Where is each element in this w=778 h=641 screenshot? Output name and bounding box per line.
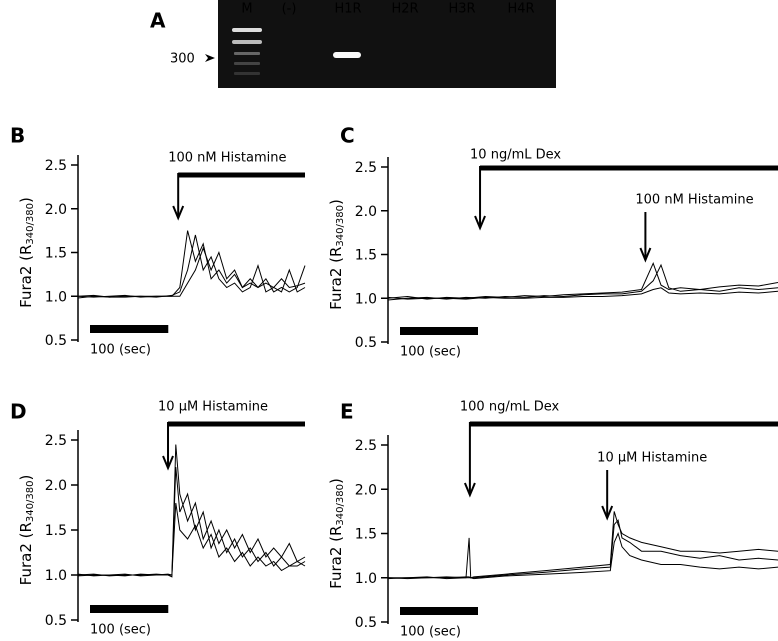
panel-label: B — [10, 124, 25, 148]
stimulus-label: 10 μM Histamine — [158, 400, 268, 415]
stimulus-label: 100 ng/mL Dex — [460, 400, 560, 415]
y-tick-label: 0.5 — [45, 333, 67, 349]
marker-arrow — [205, 54, 215, 62]
gel-bands — [232, 28, 361, 75]
panel-label: D — [10, 400, 27, 424]
y-tick-label: 2.0 — [45, 478, 67, 494]
y-label-main: Fura2 (R — [327, 247, 345, 310]
y-label-sub: 340/380 — [335, 205, 346, 247]
y-tick-label: 2.5 — [355, 160, 377, 176]
trace — [387, 519, 778, 580]
stimulus-label: 10 ng/mL Dex — [470, 148, 561, 163]
trace — [77, 466, 306, 577]
y-tick-label: 1.0 — [355, 571, 377, 587]
arrow-head — [474, 215, 486, 231]
y-tick-label: 1.0 — [45, 568, 67, 584]
y-tick-label: 2.0 — [355, 482, 377, 498]
y-label-end: ) — [17, 197, 35, 203]
lane-label: M — [241, 2, 252, 17]
y-tick-label: 1.5 — [45, 523, 67, 539]
panel-label: C — [340, 124, 355, 148]
y-tick-label: 1.5 — [355, 248, 377, 264]
y-tick-label: 1.5 — [355, 527, 377, 543]
arrow-head — [162, 455, 174, 471]
y-label-end: ) — [327, 199, 345, 205]
trace — [387, 532, 778, 580]
scale-bar — [400, 327, 478, 335]
scale-bar-label: 100 (sec) — [400, 345, 461, 360]
y-tick-label: 2.5 — [355, 438, 377, 454]
y-tick-label: 0.5 — [45, 613, 67, 629]
y-tick-label: 2.5 — [45, 158, 67, 174]
scale-bar-label: 100 (sec) — [90, 623, 151, 638]
stimulus-label: 100 nM Histamine — [635, 193, 753, 208]
y-tick-label: 2.0 — [355, 204, 377, 220]
scale-bar — [400, 607, 478, 615]
trace — [77, 502, 306, 577]
y-axis-label: Fura2 (R340/380) — [17, 475, 37, 586]
y-label-sub: 340/380 — [335, 484, 346, 526]
arrow-head — [463, 482, 476, 498]
scale-bar — [90, 605, 169, 613]
y-label-sub: 340/380 — [25, 481, 36, 523]
y-tick-label: 2.5 — [45, 433, 67, 449]
y-label-main: Fura2 (R — [17, 245, 35, 308]
scale-bar — [90, 325, 169, 333]
lane-label: H1R — [334, 2, 361, 17]
panel-label: E — [340, 400, 354, 424]
stimulus-label: 10 μM Histamine — [597, 451, 707, 466]
y-axis-label: Fura2 (R340/380) — [17, 197, 37, 308]
y-tick-label: 1.0 — [45, 289, 67, 305]
trace — [77, 246, 306, 298]
y-label-sub: 340/380 — [25, 203, 36, 245]
lane-label: H2R — [391, 2, 418, 17]
scale-bar-label: 100 (sec) — [400, 625, 461, 640]
lane-label: (-) — [282, 2, 297, 17]
y-axis-label: Fura2 (R340/380) — [327, 478, 347, 589]
panel-label: A — [150, 9, 166, 33]
y-label-end: ) — [17, 475, 35, 481]
scale-bar-label: 100 (sec) — [90, 343, 151, 358]
gel-image — [218, 0, 556, 88]
arrow-head — [172, 205, 185, 221]
y-label-main: Fura2 (R — [17, 522, 35, 585]
y-axis-label: Fura2 (R340/380) — [327, 199, 347, 310]
marker-label: 300 — [170, 52, 195, 67]
stimulus-label: 100 nM Histamine — [168, 151, 286, 166]
y-tick-label: 0.5 — [355, 615, 377, 631]
y-tick-label: 0.5 — [355, 335, 377, 351]
trace — [387, 287, 778, 300]
y-label-end: ) — [327, 478, 345, 484]
y-tick-label: 1.5 — [45, 246, 67, 262]
y-tick-label: 2.0 — [45, 202, 67, 218]
trace — [387, 263, 778, 301]
arrow-head — [601, 505, 614, 521]
lane-label: H4R — [507, 2, 534, 17]
y-label-main: Fura2 (R — [327, 526, 345, 589]
y-tick-label: 1.0 — [355, 291, 377, 307]
arrow-head — [639, 247, 652, 263]
lane-label: H3R — [448, 2, 475, 17]
